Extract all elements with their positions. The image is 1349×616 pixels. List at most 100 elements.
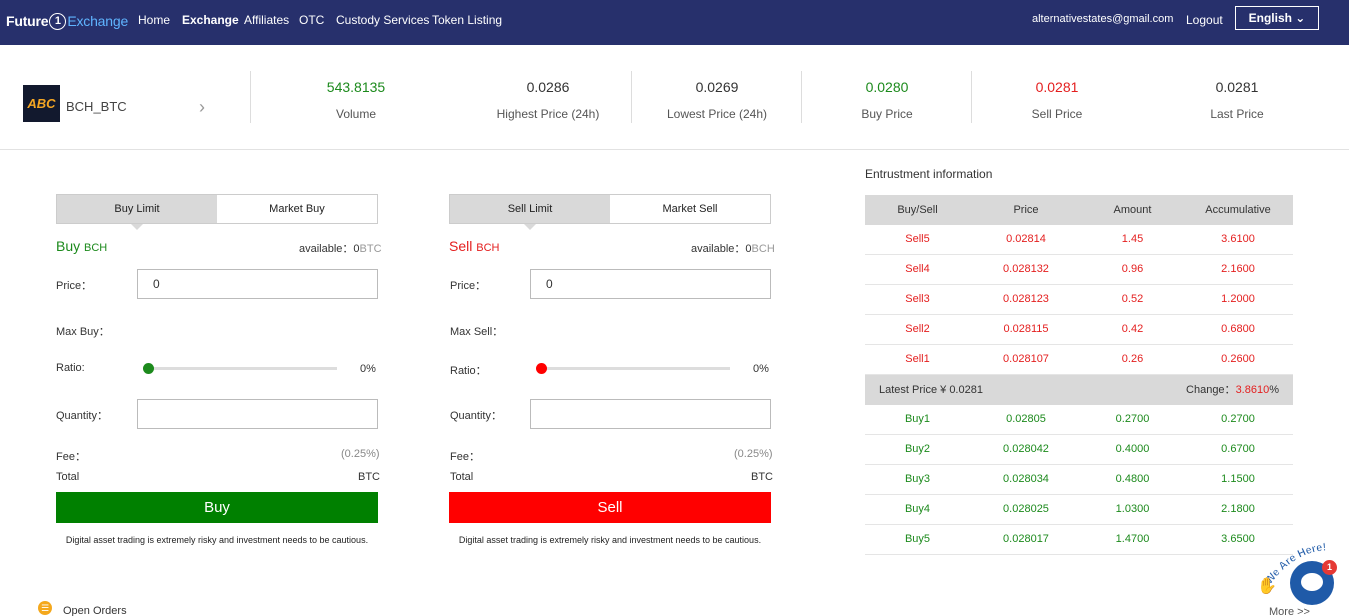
top-navbar: Future 1 Exchange Home Exchange Affiliat…	[0, 0, 1349, 45]
tab-buy-limit[interactable]: Buy Limit	[57, 195, 217, 230]
row-price: 0.02805	[1006, 413, 1046, 425]
buy-fee-value: (0.25%)	[341, 448, 380, 460]
orderbook-latest-bar: Latest Price ¥ 0.0281 Change：3.8610%	[865, 375, 1293, 405]
market-ticker: ABC BCH_BTC › 543.8135 Volume 0.0286 Hig…	[0, 45, 1349, 150]
buy-title: Buy BCH	[56, 238, 107, 254]
buy-available-label: available：	[299, 243, 354, 255]
stat-low-label: Lowest Price (24h)	[666, 107, 768, 121]
waving-hand-icon: ✋	[1257, 578, 1277, 595]
sell-price-input[interactable]: 0	[530, 269, 771, 299]
sell-button[interactable]: Sell	[449, 492, 771, 523]
table-row[interactable]: Buy5 0.028017 1.4700 3.6500	[865, 525, 1293, 555]
table-row[interactable]: Sell5 0.02814 1.45 3.6100	[865, 225, 1293, 255]
buy-coin: BCH	[84, 242, 108, 254]
nav-otc[interactable]: OTC	[299, 13, 325, 27]
row-side: Buy2	[904, 443, 931, 455]
row-amount: 0.4800	[1115, 473, 1150, 485]
stat-low-value: 0.0269	[695, 79, 739, 95]
row-price: 0.028115	[1003, 323, 1049, 335]
chat-icon[interactable]	[1290, 561, 1334, 605]
divider	[631, 71, 632, 123]
stat-high-value: 0.0286	[526, 79, 570, 95]
sell-available-label: available：	[691, 243, 746, 255]
pair-name[interactable]: BCH_BTC	[66, 99, 127, 114]
table-row[interactable]: Sell1 0.028107 0.26 0.2600	[865, 345, 1293, 375]
table-row[interactable]: Buy3 0.028034 0.4800 1.1500	[865, 465, 1293, 495]
row-price: 0.028017	[1003, 533, 1049, 545]
buy-ratio-slider[interactable]	[147, 367, 337, 370]
buy-ratio-handle[interactable]	[143, 363, 154, 374]
sell-title-text: Sell	[449, 238, 473, 254]
buy-tabs: Buy Limit Market Buy	[56, 194, 378, 230]
table-row[interactable]: Buy4 0.028025 1.0300 2.1800	[865, 495, 1293, 525]
row-price: 0.028107	[1003, 353, 1049, 365]
row-amount: 1.0300	[1115, 503, 1150, 515]
table-row[interactable]: Buy2 0.028042 0.4000 0.6700	[865, 435, 1293, 465]
max-buy-label: Max Buy：	[56, 326, 110, 338]
sell-quantity-label: Quantity：	[450, 410, 502, 422]
sell-ratio-handle[interactable]	[536, 363, 547, 374]
row-side: Buy1	[904, 413, 931, 425]
buy-available-value: 0	[353, 243, 360, 255]
sell-price-label: Price：	[450, 280, 487, 292]
row-side: Sell3	[905, 293, 930, 305]
buy-price-input[interactable]: 0	[137, 269, 378, 299]
divider	[971, 71, 972, 123]
buy-title-text: Buy	[56, 238, 81, 254]
col-header-amount: Amount	[1113, 204, 1152, 216]
table-row[interactable]: Buy1 0.02805 0.2700 0.2700	[865, 405, 1293, 435]
nav-custody-services[interactable]: Custody Services	[336, 13, 430, 27]
stat-buy-price-value: 0.0280	[865, 79, 909, 95]
buy-risk-notice: Digital asset trading is extremely risky…	[65, 535, 369, 545]
stat-volume-label: Volume	[335, 107, 377, 121]
buy-fee-label: Fee：	[56, 451, 86, 463]
table-row[interactable]: Sell4 0.028132 0.96 2.1600	[865, 255, 1293, 285]
nav-home[interactable]: Home	[138, 13, 171, 27]
more-link[interactable]: More >>	[1269, 606, 1310, 616]
nav-exchange[interactable]: Exchange	[182, 13, 239, 27]
change-value: 3.8610	[1235, 384, 1270, 396]
sell-ratio-slider[interactable]	[540, 367, 730, 370]
sell-available: available：0BCH	[691, 240, 775, 256]
row-side: Sell4	[905, 263, 930, 275]
row-side: Buy4	[904, 503, 931, 515]
table-row[interactable]: Sell2 0.028115 0.42 0.6800	[865, 315, 1293, 345]
row-accumulative: 3.6100	[1221, 233, 1255, 245]
row-accumulative: 0.6800	[1221, 323, 1255, 335]
buy-quantity-input[interactable]	[137, 399, 378, 429]
tab-market-sell[interactable]: Market Sell	[610, 195, 770, 223]
row-amount: 1.4700	[1115, 533, 1150, 545]
language-select[interactable]: English ⌄	[1235, 6, 1319, 30]
nav-affiliates[interactable]: Affiliates	[244, 13, 290, 27]
logout-link[interactable]: Logout	[1186, 13, 1223, 27]
sell-ratio-label: Ratio：	[450, 365, 487, 377]
row-amount: 0.96	[1121, 263, 1144, 275]
max-sell-label: Max Sell：	[450, 326, 504, 338]
logo-one-mark: 1	[49, 12, 67, 30]
tab-market-buy[interactable]: Market Buy	[217, 195, 377, 223]
chevron-right-icon[interactable]: ›	[199, 97, 205, 117]
buy-price-label: Price：	[56, 280, 93, 292]
table-row[interactable]: Sell3 0.028123 0.52 1.2000	[865, 285, 1293, 315]
buy-button[interactable]: Buy	[56, 492, 378, 523]
row-accumulative: 0.6700	[1221, 443, 1255, 455]
logo[interactable]: Future 1 Exchange	[6, 11, 128, 31]
row-amount: 0.2700	[1115, 413, 1150, 425]
sell-total-unit: BTC	[751, 471, 773, 483]
row-amount: 0.4000	[1115, 443, 1150, 455]
open-orders-title: Open Orders	[63, 605, 127, 616]
stat-last-price-value: 0.0281	[1215, 79, 1259, 95]
nav-token-listing[interactable]: Token Listing	[432, 13, 503, 27]
change-unit: %	[1269, 384, 1279, 396]
sell-quantity-input[interactable]	[530, 399, 771, 429]
stat-high-label: Highest Price (24h)	[496, 107, 600, 121]
buy-quantity-label: Quantity：	[56, 410, 108, 422]
row-amount: 1.45	[1121, 233, 1144, 245]
sell-coin: BCH	[476, 242, 500, 254]
open-orders-icon: ☰	[38, 601, 52, 615]
pair-logo-icon: ABC	[23, 85, 60, 122]
stat-sell-price-label: Sell Price	[1031, 107, 1083, 121]
tab-sell-limit[interactable]: Sell Limit	[450, 195, 610, 230]
stat-volume-value: 543.8135	[326, 79, 386, 95]
user-email[interactable]: alternativestates@gmail.com	[1032, 13, 1174, 25]
